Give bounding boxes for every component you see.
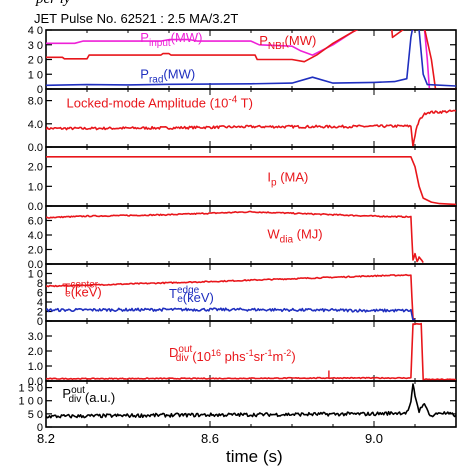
y-tick-label: 2.0 — [28, 245, 43, 257]
series-label: Ip (MA) — [267, 169, 308, 188]
panel-divertor-power: 05 01 0 01 5 0 Pout div (a.u.) — [19, 380, 457, 434]
panel-frame — [45, 263, 457, 322]
x-tick-label: 9.0 — [365, 431, 383, 446]
y-tick-label: 1 5 0 — [19, 383, 43, 395]
panel-frame — [45, 205, 457, 265]
chart-title: JET Pulse No. 62521 : 2.5 MA/3.2T — [34, 11, 239, 26]
panel-plasma-current: 0.0 1.0 2.0 Ip (MA) — [28, 146, 457, 213]
series-label: Pinput(MW) — [140, 30, 202, 49]
series-label: Locked-mode Amplitude (10-4 T) — [67, 95, 253, 111]
y-tick-label: 3 0 — [28, 40, 43, 52]
y-tick-label: 6 — [37, 288, 43, 300]
series-line-power-0 — [46, 30, 456, 89]
x-tick-label: 8.6 — [201, 431, 219, 446]
y-tick-label: 0.0 — [28, 142, 43, 154]
y-tick-label: 4 — [37, 297, 43, 309]
panel-d-alpha-divertor: 0.0 1.0 2.0 3.0 Dout div (1016 phs-1sr-1m-2) — [28, 320, 457, 388]
y-tick-label: 6.0 — [28, 216, 43, 228]
y-tick-label: 2 0 — [28, 55, 43, 67]
y-tick-label: 8 — [37, 278, 43, 290]
y-tick-label: 0.0 — [28, 259, 43, 271]
y-tick-label: 0 — [37, 84, 43, 96]
series-line-power-2 — [46, 30, 456, 87]
series-label: Tcenter e(keV) — [62, 280, 101, 300]
y-tick-label: 2.0 — [28, 162, 43, 174]
y-tick-label: 1.0 — [28, 181, 43, 193]
x-tick-label: 8.2 — [37, 431, 55, 446]
y-tick-label: 2 — [37, 307, 43, 319]
series-label: PNBI(MW) — [259, 33, 316, 52]
series-line-stored-energy-0 — [46, 210, 424, 264]
series-line-d-alpha-divertor-0 — [46, 322, 456, 381]
y-tick-label: 1.0 — [28, 361, 43, 373]
panel-stored-energy: 0.0 2.0 4.0 6.0 Wdia (MJ) — [28, 205, 457, 271]
y-tick-label: 1 0 — [28, 69, 43, 81]
y-tick-label: 0 — [37, 422, 43, 434]
panel-frame — [45, 29, 457, 90]
y-tick-label: 1 0 — [28, 269, 43, 281]
series-line-electron-temperature-1 — [46, 307, 416, 321]
y-tick-label: 5 0 — [28, 409, 43, 421]
y-tick-label: 4.0 — [28, 230, 43, 242]
y-tick-label: 4 0 — [28, 25, 43, 37]
series-label: Pout div (a.u.) — [62, 385, 115, 405]
panel-frame — [45, 146, 457, 207]
y-tick-label: 2.0 — [28, 346, 43, 358]
series-label: Wdia (MJ) — [267, 227, 322, 246]
y-tick-label: 0.0 — [28, 376, 43, 388]
y-tick-label: 1 0 0 — [19, 396, 43, 408]
x-axis-title: time (s) — [226, 447, 283, 466]
y-tick-label: 0.0 — [28, 201, 43, 213]
series-line-divertor-power-0 — [46, 383, 456, 419]
series-line-plasma-current-0 — [46, 156, 456, 206]
series-label: Tedge e(keV) — [169, 285, 214, 305]
y-tick-label: 8.0 — [28, 96, 43, 108]
panel-locked-mode: 0.0 4.0 8.0 Locked-mode Amplitude (10-4 T) — [28, 88, 457, 154]
series-line-locked-mode-0 — [46, 109, 456, 147]
series-label: Dout div (1016 phs-1sr-1m-2) — [169, 344, 296, 364]
y-tick-label: 0 — [37, 316, 43, 328]
panel-power: 0 1 0 2 0 3 0 4 0 Pinput(MW) PNBI(MW) Prad(MW) — [28, 25, 457, 96]
series-line-electron-temperature-0 — [46, 273, 416, 321]
series-line-power-1 — [46, 30, 456, 89]
page-header-fragment: per ly — [36, 0, 71, 8]
series-label: Prad(MW) — [140, 67, 195, 86]
y-tick-label: 4.0 — [28, 119, 43, 131]
y-tick-label: 3.0 — [28, 331, 43, 343]
